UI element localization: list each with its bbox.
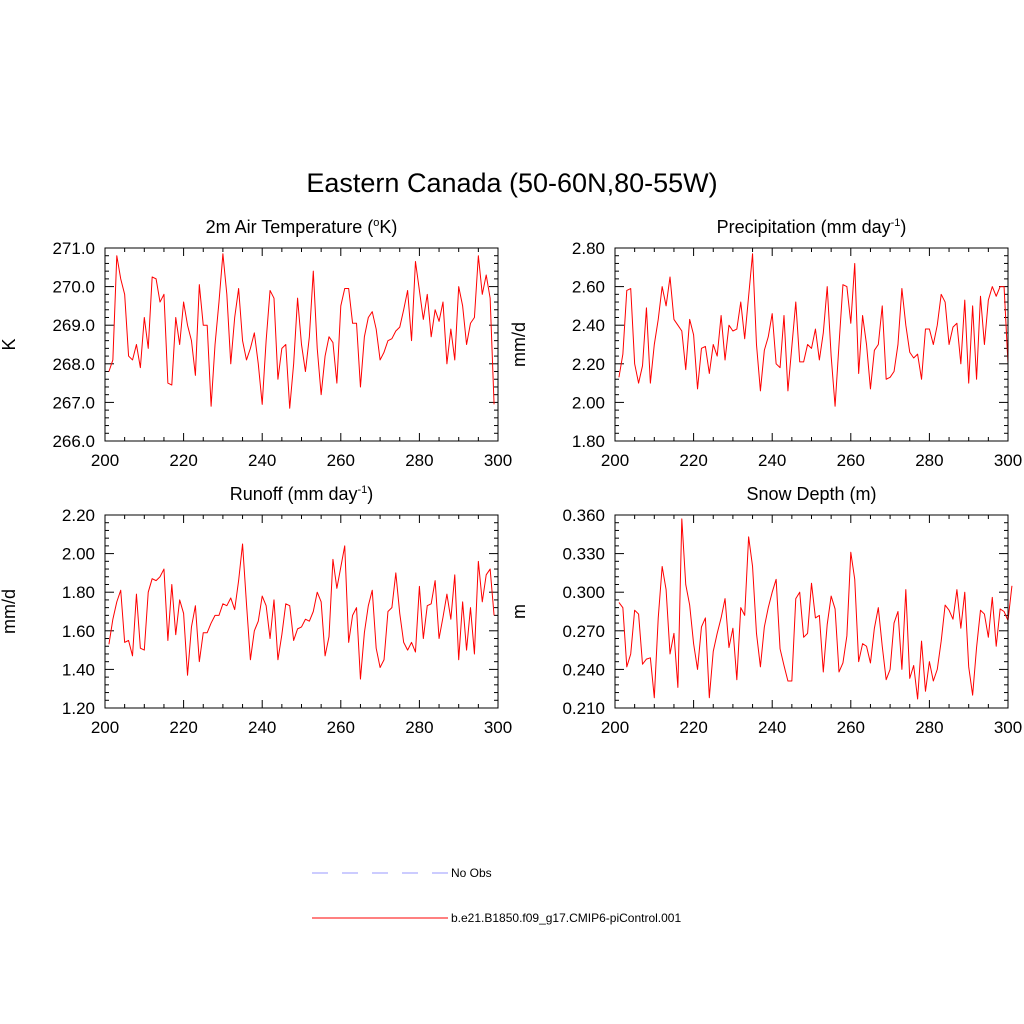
x-tick-label: 280 [915,718,943,737]
y-tick-label: 269.0 [52,316,95,335]
figure-title: Eastern Canada (50-60N,80-55W) [306,168,718,198]
plot-frame [104,514,499,709]
y-tick-label: 2.00 [62,545,95,564]
x-tick-label: 240 [248,451,276,470]
x-tick-label: 260 [327,451,355,470]
panel-precipitation: 200 220 240 260 280 300 1.80 2.00 2.20 2.40 2.60 2.… [509,239,1022,470]
y-tick-label: 1.60 [62,622,95,641]
y-tick-label: 270.0 [52,278,95,297]
y-tick-label: 266.0 [52,432,95,451]
panel-title-text: 2m Air Temperature ( [205,217,374,237]
y-tick-label: 271.0 [52,239,95,258]
panel-snow-depth: 200 220 240 260 280 300 0.210 0.240 0.270 0.300 0.… [509,506,1022,737]
y-tick-label: 2.80 [572,239,605,258]
x-tick-label: 200 [91,718,119,737]
panel-runoff: 200 220 240 260 280 300 1.20 1.40 1.60 1.80 2.00 2.… [0,506,512,737]
y-axis-label: mm/d [0,589,19,634]
panel-title-snow-depth: Snow Depth (m) [615,483,1008,505]
y-tick-label: 0.300 [562,583,605,602]
panel-title-text: Runoff (mm day [229,484,358,504]
y-tick-label: 0.360 [562,506,605,525]
y-tick-label: 2.60 [572,278,605,297]
panel-title-superscript: -1 [890,217,901,229]
y-tick-label: 268.0 [52,355,95,374]
legend [312,872,448,919]
x-tick-label: 240 [248,718,276,737]
panel-title-superscript: o [373,217,380,229]
plot-frame [104,247,499,442]
panel-title-runoff: Runoff (mm day-1) [105,483,498,505]
panel-title-suffix: ) [900,217,907,237]
plot-frame [614,514,1009,709]
panel-title-text: Precipitation (mm day [716,217,891,237]
series-line [108,253,495,409]
y-axis-label: mm/d [509,322,529,367]
panel-title-suffix: ) [367,484,374,504]
panel-title-precipitation: Precipitation (mm day-1) [615,216,1008,238]
y-tick-label: 1.80 [572,432,605,451]
legend-obs-label: No Obs [451,866,492,880]
x-tick-label: 280 [405,718,433,737]
plot-frame [614,247,1009,442]
legend-model-label: b.e21.B1850.f09_g17.CMIP6-piControl.001 [451,911,682,925]
y-axis-label: m [509,604,529,619]
series-line [618,518,1013,700]
y-tick-label: 1.20 [62,699,95,718]
y-tick-label: 0.210 [562,699,605,718]
x-tick-label: 300 [484,451,512,470]
y-tick-label: 0.240 [562,660,605,679]
y-tick-label: 0.270 [562,622,605,641]
y-tick-label: 2.00 [572,393,605,412]
y-axis-label: K [0,338,19,350]
x-tick-label: 280 [405,451,433,470]
x-tick-label: 260 [837,451,865,470]
y-tick-label: 1.80 [62,583,95,602]
x-tick-label: 220 [679,451,707,470]
y-tick-label: 2.20 [62,506,95,525]
y-tick-label: 0.330 [562,545,605,564]
x-tick-label: 240 [758,718,786,737]
x-tick-label: 220 [169,718,197,737]
x-tick-label: 300 [994,718,1022,737]
x-tick-label: 200 [601,451,629,470]
y-tick-label: 1.40 [62,660,95,679]
panel-title-suffix: K) [379,217,398,237]
x-tick-label: 220 [679,718,707,737]
y-tick-label: 2.20 [572,355,605,374]
x-tick-label: 260 [327,718,355,737]
x-tick-label: 300 [484,718,512,737]
y-tick-label: 267.0 [52,393,95,412]
x-tick-label: 200 [91,451,119,470]
panel-title-air-temperature: 2m Air Temperature (oK) [105,216,498,238]
x-tick-label: 220 [169,451,197,470]
panel-title-text: Snow Depth (m) [746,484,877,504]
x-tick-label: 280 [915,451,943,470]
y-tick-label: 2.40 [572,316,605,335]
series-line [618,253,1009,407]
panel-air-temperature: 200 220 240 260 280 300 266.0 267.0 268.0 269.0 27… [0,239,512,470]
x-tick-label: 260 [837,718,865,737]
panel-title-superscript: -1 [357,484,368,496]
series-line [108,543,495,680]
x-tick-label: 240 [758,451,786,470]
x-tick-label: 200 [601,718,629,737]
x-tick-label: 300 [994,451,1022,470]
